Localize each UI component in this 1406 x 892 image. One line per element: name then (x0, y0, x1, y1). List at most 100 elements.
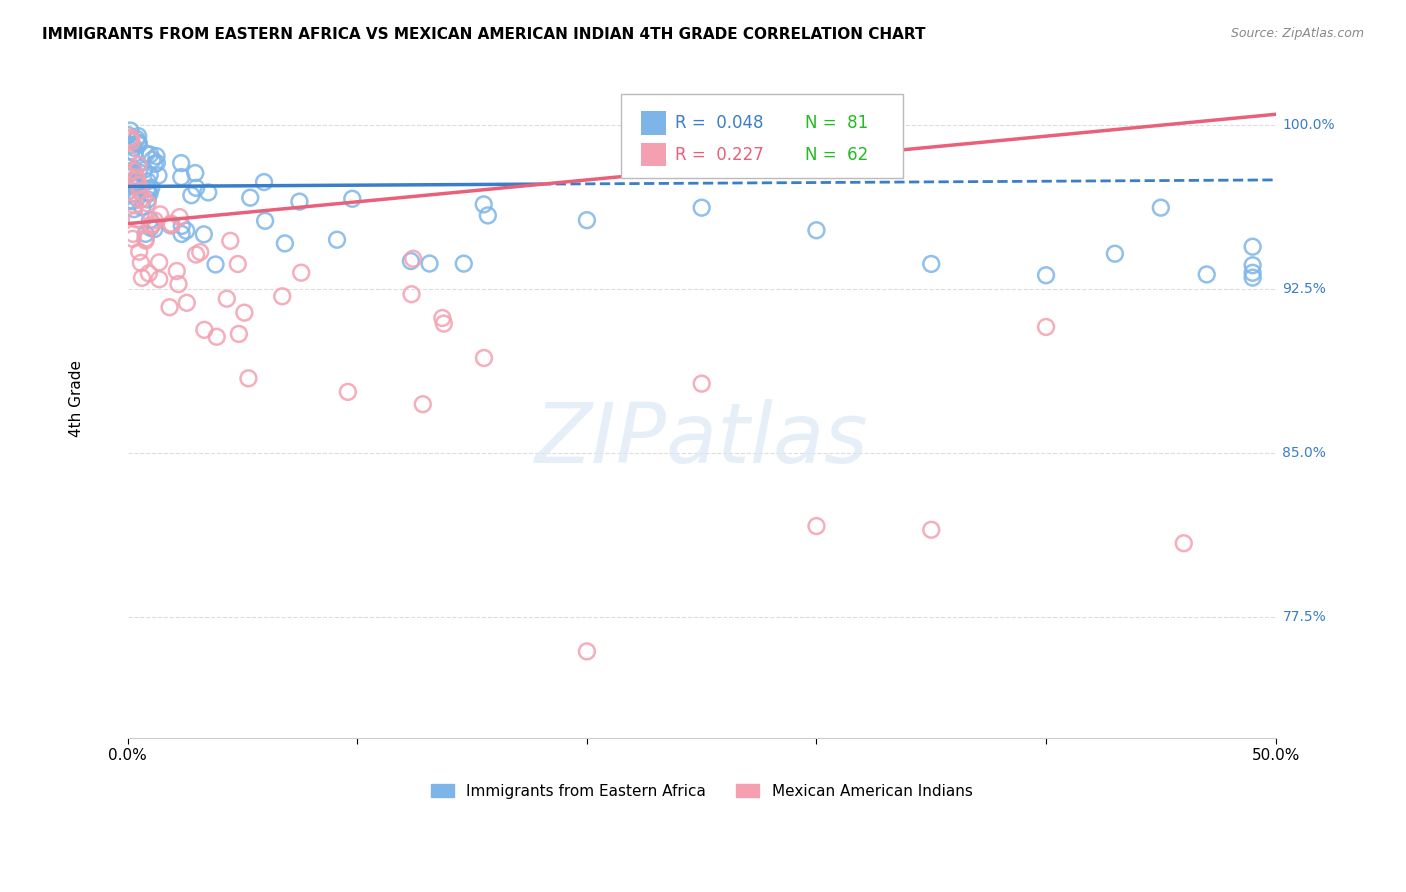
Point (122, 227, 145, 241)
Point (117, 169, 139, 183)
Point (1241, 266, 1264, 280)
Point (117, 194, 139, 208)
Point (226, 257, 249, 271)
Point (170, 219, 193, 233)
Point (197, 186, 219, 200)
Point (1035, 268, 1057, 283)
Text: R =  0.227: R = 0.227 (675, 145, 763, 163)
Point (135, 146, 157, 161)
Point (128, 244, 150, 259)
Point (149, 207, 172, 221)
Point (184, 166, 207, 180)
Point (432, 310, 454, 325)
Point (128, 165, 150, 179)
Point (121, 135, 143, 149)
Point (132, 162, 155, 177)
Text: 100.0%: 100.0% (1282, 119, 1336, 132)
Text: IMMIGRANTS FROM EASTERN AFRICA VS MEXICAN AMERICAN INDIAN 4TH GRADE CORRELATION : IMMIGRANTS FROM EASTERN AFRICA VS MEXICA… (42, 27, 925, 42)
Point (215, 292, 238, 306)
Point (136, 186, 159, 200)
Point (166, 264, 188, 278)
Point (139, 220, 162, 235)
Point (141, 219, 163, 233)
Point (136, 174, 159, 188)
Point (117, 128, 139, 142)
Point (125, 212, 148, 227)
Point (690, 376, 713, 391)
Point (271, 289, 294, 303)
Point (920, 523, 942, 537)
Point (412, 397, 434, 411)
Point (136, 196, 159, 211)
Point (141, 181, 163, 195)
Point (419, 256, 441, 270)
Point (342, 192, 364, 206)
Point (1195, 268, 1218, 282)
Point (806, 519, 828, 533)
Legend: Immigrants from Eastern Africa, Mexican American Indians: Immigrants from Eastern Africa, Mexican … (425, 778, 979, 805)
Text: R =  0.048: R = 0.048 (675, 113, 763, 132)
Point (228, 326, 250, 341)
Point (453, 257, 475, 271)
Point (205, 330, 228, 344)
Point (120, 176, 142, 190)
Point (120, 123, 142, 137)
Point (188, 245, 211, 260)
Point (146, 156, 169, 170)
Point (120, 137, 142, 152)
Point (148, 255, 170, 269)
Point (143, 222, 166, 236)
Point (139, 213, 162, 227)
Point (118, 164, 141, 178)
Point (138, 266, 160, 280)
Text: Source: ZipAtlas.com: Source: ZipAtlas.com (1230, 27, 1364, 40)
Point (180, 188, 202, 202)
Point (135, 234, 157, 248)
Point (176, 295, 198, 310)
Text: N =  81: N = 81 (806, 113, 869, 132)
Point (167, 277, 190, 291)
Point (219, 234, 242, 248)
Point (326, 233, 349, 247)
Point (174, 224, 197, 238)
Point (336, 384, 359, 399)
Point (1241, 240, 1264, 254)
Point (131, 200, 153, 214)
Point (1241, 258, 1264, 272)
Point (125, 170, 148, 185)
Point (170, 227, 193, 241)
Point (121, 232, 143, 246)
Point (575, 213, 598, 227)
Point (138, 186, 160, 201)
Point (254, 214, 277, 228)
Point (127, 173, 149, 187)
Bar (641, 111, 666, 135)
Text: 77.5%: 77.5% (1282, 610, 1326, 624)
Point (128, 184, 150, 198)
Point (127, 137, 149, 152)
Point (141, 153, 163, 167)
Point (920, 257, 942, 271)
Point (120, 160, 142, 174)
Point (1150, 201, 1173, 215)
Point (159, 300, 181, 314)
Point (124, 198, 146, 212)
Point (170, 156, 193, 170)
Point (1035, 320, 1057, 334)
Point (122, 163, 145, 178)
Point (477, 208, 499, 222)
Text: ZIPatlas: ZIPatlas (534, 399, 869, 480)
Point (238, 371, 260, 385)
Point (134, 232, 156, 246)
Point (239, 191, 262, 205)
Point (127, 129, 149, 144)
Point (690, 201, 713, 215)
Bar (641, 143, 666, 167)
Point (399, 254, 422, 268)
Point (131, 270, 153, 285)
Point (433, 317, 456, 331)
Point (117, 167, 139, 181)
Point (186, 181, 208, 195)
Point (204, 257, 226, 271)
Point (128, 136, 150, 150)
